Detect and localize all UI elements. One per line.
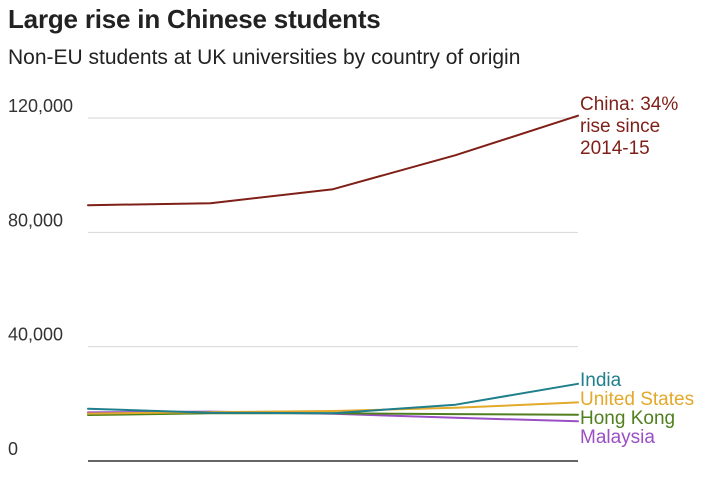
series-label-line: rise since: [580, 116, 660, 137]
series-label-line: United States: [580, 389, 694, 410]
gridlines: [88, 117, 578, 462]
series-line-united-states: [87, 401, 579, 415]
series-line-india: [87, 382, 579, 415]
series-line-china: [87, 114, 579, 207]
series-label-malaysia: Malaysia: [580, 427, 655, 448]
series-label-line: Malaysia: [580, 427, 655, 448]
series-label-line: Hong Kong: [580, 408, 675, 429]
y-axis-tick-labels: 0 40,000 80,000 120,000: [8, 96, 73, 459]
series-label-hong-kong: Hong Kong: [580, 408, 675, 429]
series-label-line: India: [580, 370, 622, 391]
series-label-india: India: [580, 370, 622, 391]
y-tick-label: 40,000: [8, 325, 63, 345]
series-lines: [87, 114, 579, 423]
y-tick-label: 120,000: [8, 96, 73, 116]
chart-subtitle: Non-EU students at UK universities by co…: [8, 46, 521, 69]
y-tick-label: 80,000: [8, 210, 63, 230]
series-label-china: China: 34% rise since 2014-15: [580, 94, 678, 159]
series-label-line: 2014-15: [580, 138, 650, 159]
chart-title: Large rise in Chinese students: [8, 4, 381, 34]
series-label-line: China: 34%: [580, 94, 678, 115]
y-tick-label: 0: [8, 439, 18, 459]
series-label-united-states: United States: [580, 389, 694, 410]
